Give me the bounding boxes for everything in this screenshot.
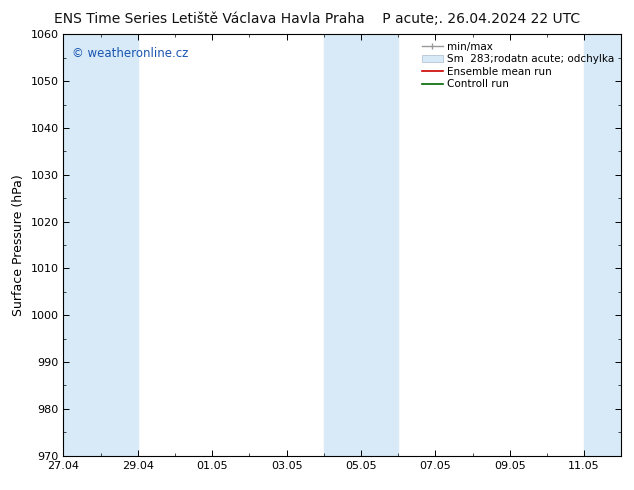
Bar	[101, 34, 138, 456]
Legend: min/max, Sm  283;rodatn acute; odchylka, Ensemble mean run, Controll run: min/max, Sm 283;rodatn acute; odchylka, …	[420, 40, 616, 92]
Y-axis label: Surface Pressure (hPa): Surface Pressure (hPa)	[12, 174, 25, 316]
Bar	[584, 34, 621, 456]
Bar	[621, 34, 634, 456]
Bar	[324, 34, 361, 456]
Bar	[361, 34, 398, 456]
Text: ENS Time Series Letiště Václava Havla Praha    P acute;. 26.04.2024 22 UTC: ENS Time Series Letiště Václava Havla Pr…	[54, 12, 580, 26]
Text: © weatheronline.cz: © weatheronline.cz	[72, 47, 188, 60]
Bar	[63, 34, 101, 456]
